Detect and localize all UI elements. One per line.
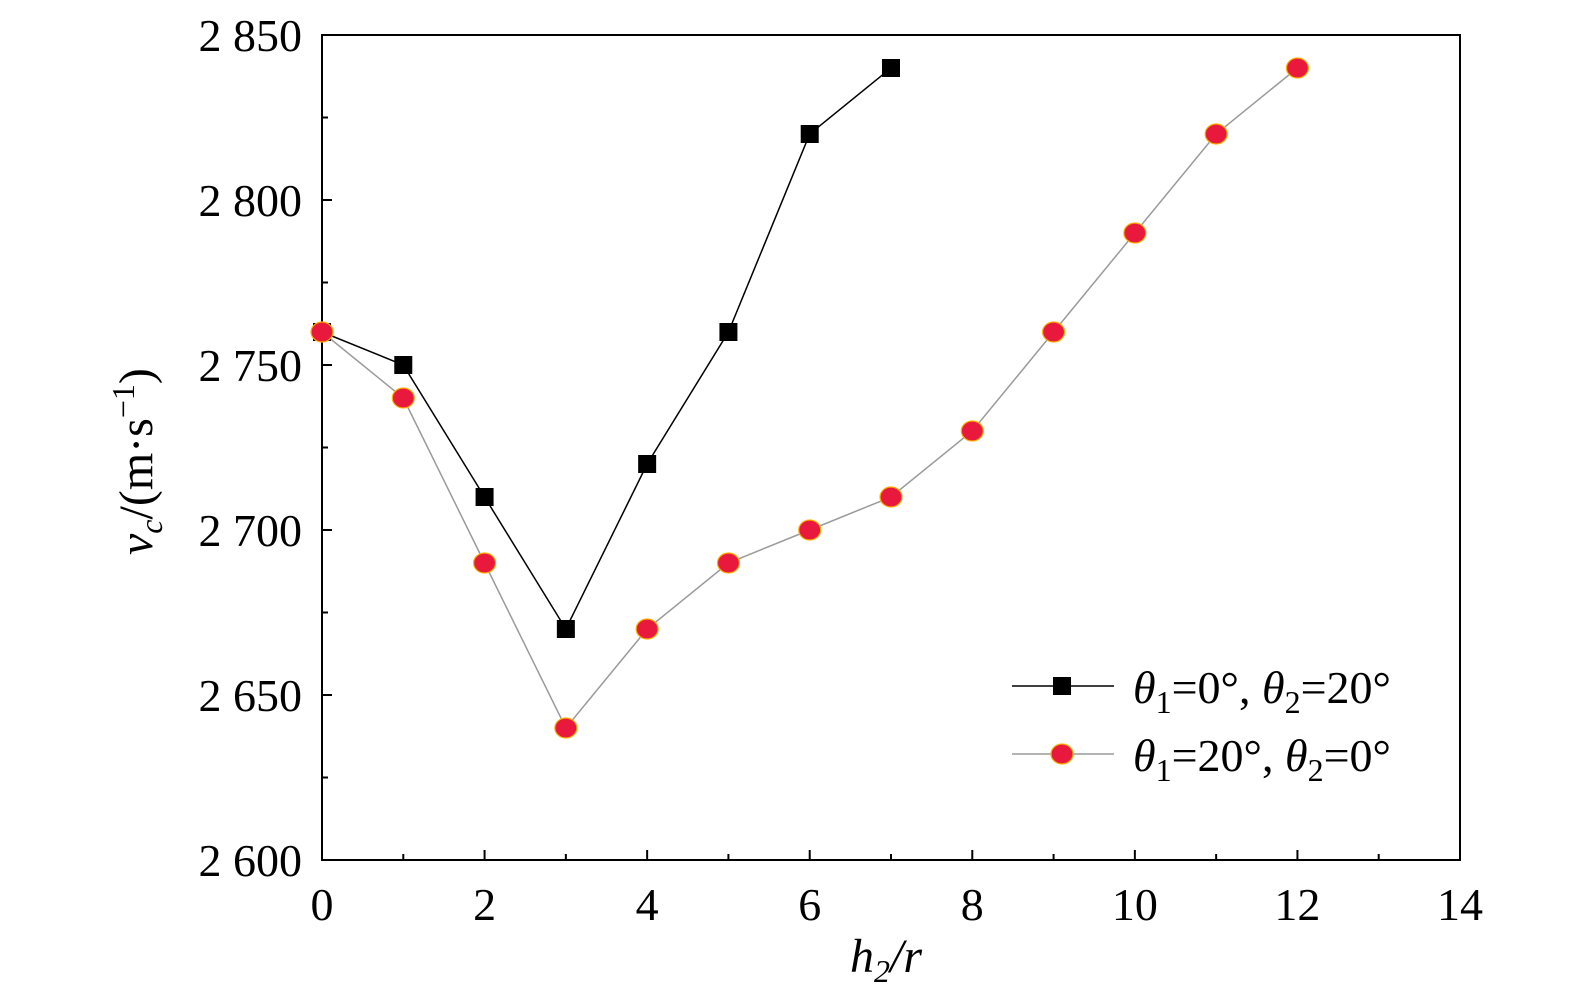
x-tick-label-12: 12 <box>1274 879 1320 930</box>
series-2-point-5 <box>716 552 741 574</box>
series-1-point-3 <box>556 620 575 638</box>
axis-tick-labels: 0 2 4 6 8 10 12 14 2 600 2 650 2 700 2 750 2 800 2 85… <box>199 10 1484 930</box>
legend-marker-series-2 <box>1050 743 1074 765</box>
x-axis-title-rest: /r <box>887 930 922 983</box>
series-2-point-6 <box>798 519 822 541</box>
series-lines <box>321 67 1298 730</box>
series-2-point-11 <box>1204 123 1228 145</box>
axis-ticks <box>321 34 1461 861</box>
series-1-point-6 <box>800 125 819 143</box>
series-2-point-10 <box>1123 222 1147 244</box>
series-2-point-2 <box>472 552 497 574</box>
series-2-point-0 <box>310 321 334 343</box>
series-2-point-9 <box>1041 321 1066 343</box>
series-1-point-5 <box>719 323 738 341</box>
x-axis-title: h2/r <box>850 930 922 989</box>
legend-label-series-2: θ1=20°, θ2=0° <box>1133 730 1391 788</box>
series-markers <box>310 57 1310 739</box>
y-tick-label-2600: 2 600 <box>199 835 303 886</box>
y-axis-title-rest: /(m·s <box>110 418 163 519</box>
y-axis-title-sub: c <box>133 519 169 533</box>
x-tick-label-2: 2 <box>473 879 496 930</box>
series-1-point-1 <box>394 356 413 374</box>
x-tick-label-6: 6 <box>798 879 821 930</box>
y-axis-title-close: ) <box>110 368 163 384</box>
series-2-point-1 <box>391 387 415 409</box>
series-2-point-3 <box>554 717 578 739</box>
series-2-point-4 <box>635 618 659 640</box>
series-2-point-7 <box>879 486 903 508</box>
series-line-2 <box>321 67 1298 730</box>
y-tick-label-2750: 2 750 <box>199 340 303 391</box>
series-1-point-4 <box>638 455 657 473</box>
legend-marker-series-1 <box>1053 677 1071 695</box>
x-tick-label-14: 14 <box>1437 879 1483 930</box>
y-axis-title: vc/(m·s−1) <box>105 368 169 555</box>
y-tick-label-2700: 2 700 <box>199 505 303 556</box>
series-2-point-8 <box>960 420 984 442</box>
y-axis-title-main: v <box>110 533 163 555</box>
x-tick-label-0: 0 <box>311 879 334 930</box>
y-tick-label-2650: 2 650 <box>199 670 303 721</box>
y-tick-label-2800: 2 800 <box>199 175 303 226</box>
legend-label-series-1: θ1=0°, θ2=20° <box>1133 662 1391 720</box>
x-axis-title-main: h <box>850 930 874 983</box>
y-axis-title-sup: −1 <box>105 384 141 418</box>
x-tick-label-10: 10 <box>1112 879 1158 930</box>
series-1-point-7 <box>882 59 900 77</box>
series-2-point-12 <box>1285 57 1310 79</box>
x-tick-label-4: 4 <box>636 879 659 930</box>
y-tick-label-2850: 2 850 <box>199 10 303 61</box>
series-line-1 <box>321 67 892 631</box>
series-1-point-2 <box>475 488 494 506</box>
x-tick-label-8: 8 <box>961 879 984 930</box>
x-axis-title-sub: 2 <box>874 953 890 989</box>
legend: θ1=0°, θ2=20° θ1=20°, θ2=0° <box>1012 662 1391 788</box>
